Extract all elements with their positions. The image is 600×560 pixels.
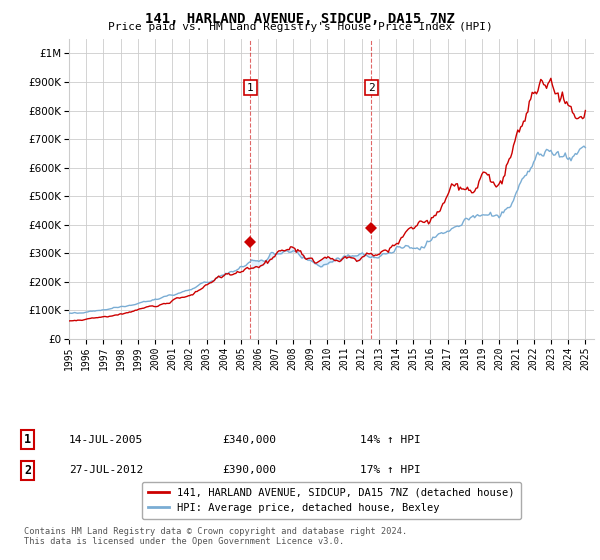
Text: 14-JUL-2005: 14-JUL-2005 — [69, 435, 143, 445]
Text: £390,000: £390,000 — [222, 465, 276, 475]
Text: 141, HARLAND AVENUE, SIDCUP, DA15 7NZ: 141, HARLAND AVENUE, SIDCUP, DA15 7NZ — [145, 12, 455, 26]
Text: 1: 1 — [24, 433, 31, 446]
Text: 27-JUL-2012: 27-JUL-2012 — [69, 465, 143, 475]
Text: 17% ↑ HPI: 17% ↑ HPI — [360, 465, 421, 475]
Text: £340,000: £340,000 — [222, 435, 276, 445]
Text: Price paid vs. HM Land Registry's House Price Index (HPI): Price paid vs. HM Land Registry's House … — [107, 22, 493, 32]
Legend: 141, HARLAND AVENUE, SIDCUP, DA15 7NZ (detached house), HPI: Average price, deta: 141, HARLAND AVENUE, SIDCUP, DA15 7NZ (d… — [142, 482, 521, 519]
Text: Contains HM Land Registry data © Crown copyright and database right 2024.
This d: Contains HM Land Registry data © Crown c… — [24, 526, 407, 546]
Text: 14% ↑ HPI: 14% ↑ HPI — [360, 435, 421, 445]
Text: 1: 1 — [247, 83, 254, 93]
Text: 2: 2 — [24, 464, 31, 477]
Text: 2: 2 — [368, 83, 375, 93]
